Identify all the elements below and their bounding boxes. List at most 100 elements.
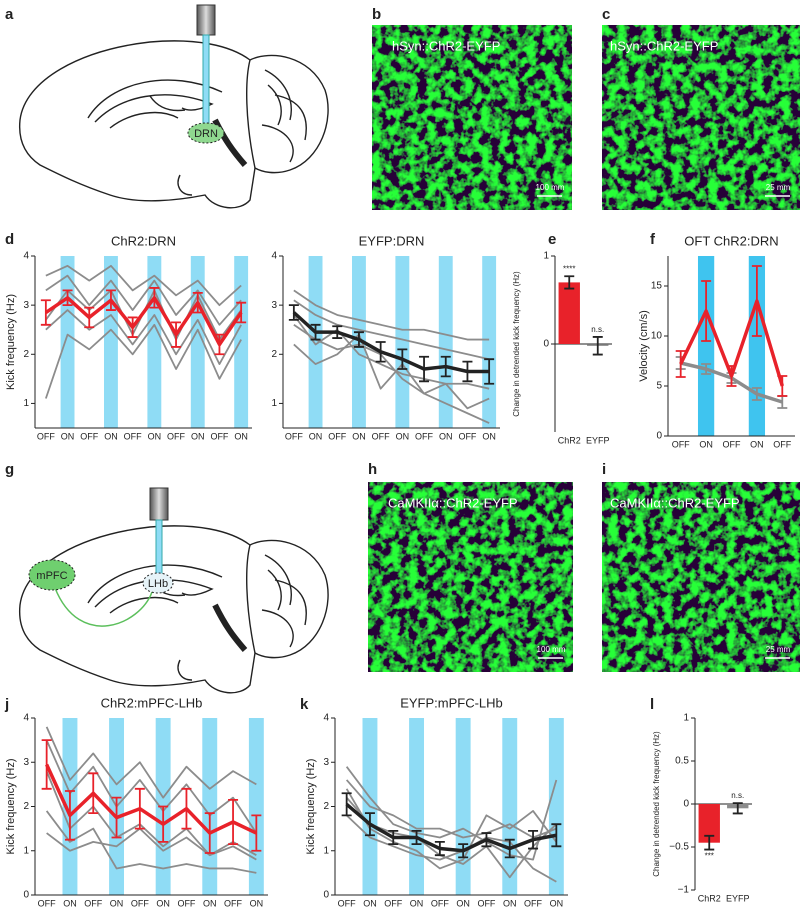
x-tick-label: EYFP: [726, 893, 750, 903]
y-tick-label: 4: [323, 713, 329, 724]
x-tick-label: OFF: [328, 431, 346, 441]
error-bar: [192, 291, 203, 314]
panel-letter: h: [368, 461, 377, 478]
x-tick-label: OFF: [210, 431, 228, 441]
x-tick-label: OFF: [372, 431, 390, 441]
error-bar: [62, 289, 73, 307]
error-bar: [564, 275, 575, 290]
y-tick-label: 0.5: [675, 756, 689, 767]
on-band: [409, 718, 425, 895]
y-tick-label: 0: [23, 890, 29, 901]
subject-line: [293, 314, 490, 390]
panel-letter: b: [372, 6, 381, 23]
error-bar: [181, 787, 192, 830]
error-bar: [310, 323, 321, 341]
on-band: [308, 256, 323, 428]
error-bar: [84, 306, 95, 329]
region-label: LHb: [148, 578, 168, 590]
x-tick-label: OFF: [224, 898, 242, 908]
x-tick-label: ON: [148, 431, 162, 441]
y-tick-label: 3: [23, 757, 29, 768]
error-bar: [462, 360, 473, 383]
error-bar: [751, 387, 762, 401]
error-bar: [341, 792, 352, 817]
chart-title: ChR2:mPFC-LHb: [101, 695, 203, 710]
subject-line: [293, 324, 490, 410]
error-bar: [434, 841, 445, 857]
error-bar: [419, 355, 430, 383]
y-tick-label: 1: [683, 713, 689, 724]
image-label: CaMKIIα::ChR2-EYFP: [610, 495, 740, 510]
x-tick-label: EYFP: [586, 435, 610, 445]
subject-line: [45, 770, 257, 861]
x-tick-label: ON: [191, 431, 205, 441]
error-bar: [504, 838, 515, 859]
image-label: hSyn::ChR2-EYFP: [392, 38, 500, 53]
x-tick-label: OFF: [177, 898, 195, 908]
error-bar: [592, 336, 603, 356]
error-bar: [481, 832, 492, 848]
error-bar: [364, 812, 375, 837]
x-tick-label: ON: [439, 431, 453, 441]
panel-letter: c: [602, 6, 610, 23]
error-bar: [353, 331, 364, 348]
micrograph: [602, 482, 800, 672]
x-tick-label: ON: [203, 898, 217, 908]
x-tick-label: ON: [110, 898, 124, 908]
error-bar: [484, 358, 495, 385]
x-tick-label: ON: [61, 431, 75, 441]
panel-letter: g: [5, 461, 14, 478]
x-tick-label: ON: [352, 431, 366, 441]
error-bar: [111, 796, 122, 839]
subject-line: [46, 827, 257, 857]
error-bar: [397, 348, 408, 370]
image-label: CaMKIIα::ChR2-EYFP: [388, 495, 518, 510]
y-tick-label: 0: [323, 890, 329, 901]
error-bar: [732, 802, 743, 815]
chart-title: EYFP:mPFC-LHb: [400, 695, 503, 710]
x-tick-label: OFF: [84, 898, 102, 908]
y-tick-label: 2: [23, 801, 29, 812]
x-tick-label: OFF: [415, 431, 433, 441]
mean-line: [45, 763, 258, 835]
panel-letter: d: [5, 231, 14, 248]
subject-line: [45, 309, 242, 366]
y-axis-label: Velocity (cm/s): [638, 310, 650, 382]
chart: 0 1 Change in detrended kick frequency (Hz…: [512, 251, 612, 445]
error-bar: [204, 812, 215, 854]
chart: 1 2 3 4 ChR2:DRN Kick frequency (Hz) OFF ON OFF O…: [5, 233, 252, 441]
y-tick-label: 1: [23, 398, 29, 409]
y-tick-label: 1: [23, 845, 29, 856]
subject-line: [345, 797, 557, 879]
error-bar: [228, 798, 239, 846]
x-tick-label: OFF: [773, 439, 791, 449]
x-tick-label: OFF: [477, 898, 495, 908]
x-tick-label: ON: [104, 431, 118, 441]
region-label: DRN: [194, 128, 218, 140]
region-label: mPFC: [36, 570, 67, 582]
micrograph: [372, 25, 572, 210]
on-band: [248, 718, 264, 895]
y-axis-label: Kick frequency (Hz): [305, 759, 317, 855]
x-tick-label: ChR2: [558, 435, 581, 445]
subject-line: [45, 739, 258, 834]
y-axis-label: Change in detrended kick frequency (Hz): [512, 271, 521, 417]
subject-line: [45, 264, 242, 307]
x-tick-label: OFF: [431, 898, 449, 908]
error-bar: [214, 333, 225, 356]
x-tick-label: OFF: [80, 431, 98, 441]
error-bar: [236, 301, 247, 324]
scale-label: 100 mm: [536, 183, 565, 192]
on-band: [234, 256, 249, 428]
on-band: [482, 256, 497, 428]
y-tick-label: 1: [271, 398, 277, 409]
error-bar: [332, 325, 343, 339]
scale-label: 100 mm: [537, 645, 566, 654]
y-axis-label: Change in detrended kick frequency (Hz): [652, 731, 661, 877]
on-band: [697, 256, 715, 436]
error-bar: [158, 805, 169, 843]
panel-a-diagram: DRN: [20, 4, 328, 208]
x-tick-label: OFF: [384, 898, 402, 908]
error-bar: [751, 265, 762, 337]
x-tick-label: OFF: [285, 431, 303, 441]
